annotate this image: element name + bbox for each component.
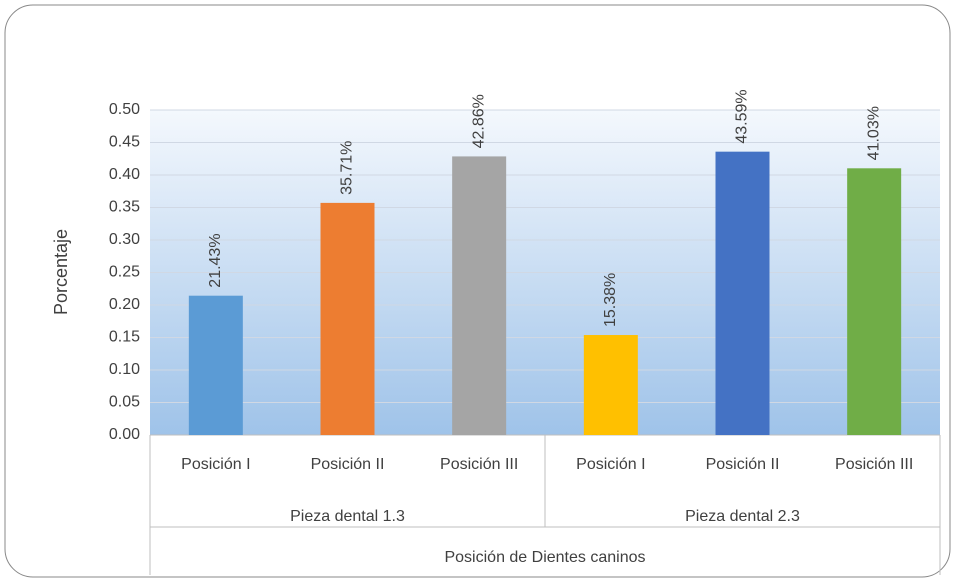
value-label: 41.03%: [865, 106, 882, 160]
x-tick-label: Posición III: [835, 456, 913, 473]
y-tick-label: 0.00: [109, 426, 140, 443]
x-tick-label: Posición II: [311, 456, 385, 473]
group-label: Pieza dental 2.3: [685, 508, 800, 525]
x-tick-label: Posición I: [181, 456, 250, 473]
bar: [320, 202, 375, 435]
y-tick-label: 0.20: [109, 296, 140, 313]
bar: [847, 168, 902, 435]
y-tick-label: 0.10: [109, 361, 140, 378]
y-tick-label: 0.30: [109, 231, 140, 248]
value-label: 35.71%: [339, 141, 356, 195]
value-label: 21.43%: [207, 233, 224, 287]
y-tick-label: 0.50: [109, 101, 140, 118]
value-label: 42.86%: [470, 94, 487, 148]
x-axis-title: Posición de Dientes caninos: [444, 549, 645, 566]
value-label: 43.59%: [734, 89, 751, 143]
y-axis-title: Porcentaje: [51, 229, 71, 315]
y-tick-label: 0.35: [109, 199, 140, 216]
y-tick-label: 0.05: [109, 394, 140, 411]
y-tick-label: 0.15: [109, 329, 140, 346]
x-tick-label: Posición I: [576, 456, 645, 473]
bar: [188, 295, 243, 435]
value-label: 15.38%: [602, 273, 619, 327]
bar: [583, 335, 638, 435]
group-label: Pieza dental 1.3: [290, 508, 405, 525]
x-tick-label: Posición II: [706, 456, 780, 473]
y-tick-label: 0.25: [109, 264, 140, 281]
y-tick-label: 0.45: [109, 134, 140, 151]
bar: [715, 151, 770, 436]
bar: [452, 156, 507, 435]
x-tick-label: Posición III: [440, 456, 518, 473]
y-tick-label: 0.40: [109, 166, 140, 183]
